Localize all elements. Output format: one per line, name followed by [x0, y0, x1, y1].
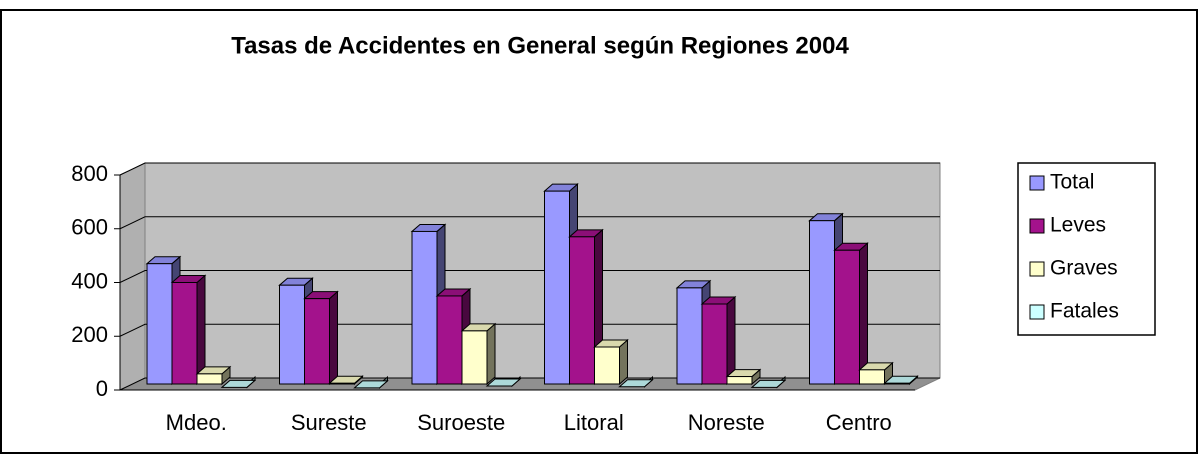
legend-label: Leves [1050, 214, 1106, 237]
bar-front [171, 282, 198, 385]
grid-line [119, 270, 940, 283]
chart-title: Tasas de Accidentes en General según Reg… [231, 32, 849, 59]
bar [593, 338, 629, 386]
legend-label: Graves [1050, 257, 1118, 280]
bar [568, 228, 604, 386]
bar [833, 242, 869, 386]
legend-swatch [1029, 175, 1045, 191]
bar-front [196, 373, 223, 385]
y-tick-label: 0 [96, 376, 108, 401]
bar-front [676, 287, 703, 385]
bar-side [329, 290, 338, 386]
bar [725, 368, 762, 386]
bar-top [618, 379, 654, 388]
bar [328, 375, 364, 386]
legend-swatch [1029, 261, 1045, 277]
y-tick-label: 800 [71, 161, 108, 186]
grid-line [119, 216, 940, 230]
bar [460, 322, 497, 386]
bar-front [436, 295, 463, 385]
bar-front [884, 382, 910, 385]
grid-line [119, 162, 940, 176]
bar-top [750, 379, 787, 388]
bar [883, 375, 919, 386]
y-tick-label: 400 [71, 268, 108, 293]
bar [618, 375, 654, 388]
bar [170, 274, 207, 386]
bar-top [220, 379, 257, 388]
x-tick-label: Litoral [564, 410, 624, 435]
bar-side [859, 242, 868, 386]
bar-front [859, 369, 885, 385]
bar [485, 375, 522, 388]
grid-line [119, 377, 940, 391]
legend-swatch [1029, 218, 1045, 234]
bar-front [411, 230, 438, 385]
bar-front [304, 298, 330, 385]
bar-top [353, 380, 389, 389]
bar-front [279, 284, 305, 385]
y-tick-label: 600 [71, 215, 108, 240]
bar-front [461, 330, 488, 385]
legend-label: Fatales [1050, 300, 1119, 323]
x-tick-label: Sureste [291, 410, 367, 435]
bar-front [329, 382, 355, 385]
x-tick-label: Centro [826, 410, 892, 435]
bar-front [834, 249, 860, 385]
bar-side [486, 322, 496, 386]
bar-front [544, 190, 570, 385]
x-tick-label: Noreste [688, 410, 765, 435]
bar-front [594, 346, 620, 385]
bar [750, 375, 787, 389]
bar [353, 375, 389, 389]
bar [195, 365, 232, 386]
bar-front [701, 303, 728, 385]
grid-line [119, 323, 940, 337]
bar-front [809, 220, 835, 385]
bar [700, 295, 737, 386]
bar-front [569, 236, 595, 385]
bar [303, 290, 339, 386]
bar-top [485, 378, 522, 387]
bar-front [726, 376, 753, 385]
x-tick-label: Mdeo. [166, 410, 227, 435]
y-tick-label: 200 [71, 322, 108, 347]
x-tick-label: Suroeste [417, 410, 505, 435]
bar [220, 375, 257, 389]
legend-swatch [1029, 304, 1045, 320]
bar-front [146, 263, 173, 385]
legend-label: Total [1050, 171, 1094, 194]
